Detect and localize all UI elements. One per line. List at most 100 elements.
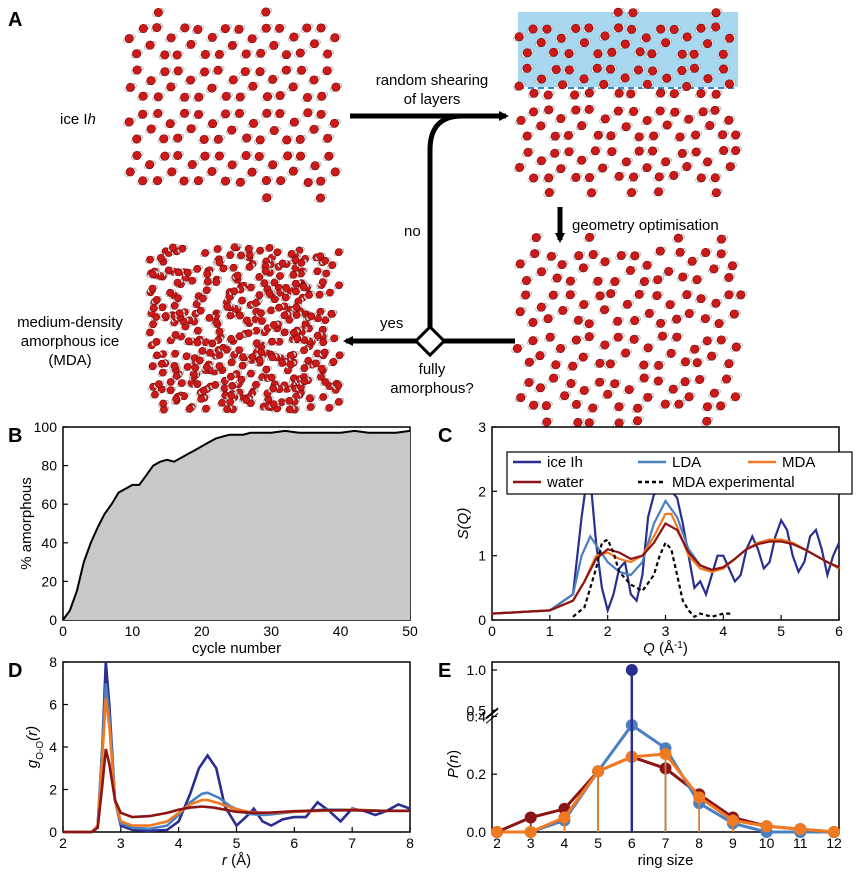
oxygen-atom: [302, 92, 312, 102]
oxygen-atom: [241, 151, 251, 161]
oxygen-atom: [535, 351, 545, 361]
oxygen-atom: [278, 259, 287, 268]
oxygen-atom: [315, 290, 324, 299]
oxygen-atom: [288, 82, 298, 92]
oxygen-atom: [255, 67, 265, 77]
oxygen-atom: [257, 348, 266, 357]
x-tick-label: 4: [175, 835, 183, 851]
oxygen-atom: [552, 273, 562, 283]
oxygen-atom: [327, 310, 336, 318]
oxygen-atom: [654, 187, 664, 197]
oxygen-atom: [208, 119, 218, 129]
oxygen-atom: [213, 245, 222, 253]
oxygen-atom: [620, 73, 630, 83]
oxygen-atom: [674, 399, 684, 409]
oxygen-atom: [248, 353, 257, 362]
oxygen-atom: [198, 346, 207, 355]
oxygen-atom: [703, 39, 713, 49]
oxygen-atom: [255, 356, 264, 365]
oxygen-atom: [648, 66, 658, 76]
oxygen-atom: [268, 353, 277, 362]
oxygen-atom: [215, 258, 224, 267]
x-tick-label: 6: [835, 623, 843, 639]
x-tick-label: 2: [59, 835, 67, 851]
x-axis-label-close: ): [683, 640, 688, 657]
oxygen-atom: [528, 336, 538, 346]
oxygen-atom: [174, 294, 182, 303]
oxygen-atom: [606, 64, 616, 74]
oxygen-atom: [571, 335, 581, 345]
oxygen-atom: [286, 360, 295, 369]
oxygen-atom: [621, 348, 631, 358]
oxygen-atom: [320, 348, 329, 357]
oxygen-atom: [261, 176, 271, 186]
oxygen-atom: [324, 151, 334, 161]
x-tick-label: 9: [729, 835, 737, 851]
oxygen-atom: [185, 404, 194, 413]
oxygen-atom: [228, 381, 237, 390]
oxygen-atom: [564, 49, 574, 59]
oxygen-atom: [621, 122, 631, 132]
oxygen-atom: [152, 23, 162, 33]
x-tick-label: 2: [493, 835, 501, 851]
oxygen-atom: [695, 374, 705, 384]
oxygen-atom: [275, 91, 285, 101]
oxygen-atom: [724, 115, 734, 125]
oxygen-atom: [536, 302, 546, 312]
oxygen-atom: [556, 343, 566, 353]
oxygen-atom: [522, 48, 532, 58]
oxygen-atom: [677, 49, 687, 59]
oxygen-atom: [227, 358, 236, 367]
oxygen-atom: [149, 304, 158, 313]
yes-label: yes: [380, 315, 403, 332]
question-line2: amorphous?: [390, 380, 473, 397]
oxygen-atom: [729, 309, 739, 319]
oxygen-atom: [731, 130, 741, 140]
oxygen-atom: [157, 253, 165, 262]
oxygen-atom: [237, 251, 245, 260]
oxygen-atom: [543, 90, 553, 100]
x-axis-symbol: r: [222, 852, 228, 869]
oxygen-atom: [315, 193, 325, 203]
oxygen-atom: [262, 193, 272, 203]
oxygen-atom: [297, 258, 306, 267]
oxygen-atom: [193, 338, 202, 347]
oxygen-atom: [568, 361, 578, 371]
oxygen-atom: [703, 157, 713, 167]
oxygen-atom: [536, 156, 546, 166]
oxygen-atom: [241, 49, 251, 59]
oxygen-atom: [635, 47, 645, 57]
oxygen-atom: [556, 164, 566, 174]
oxygen-atom: [200, 49, 210, 59]
data-point: [524, 826, 537, 838]
oxygen-atom: [297, 65, 307, 75]
oxygen-atom: [522, 131, 532, 141]
oxygen-atom: [145, 160, 155, 170]
y-axis-label: % amorphous: [18, 477, 35, 570]
oxygen-atom: [295, 48, 305, 58]
oxygen-atom: [616, 251, 626, 261]
data-point: [524, 811, 537, 824]
oxygen-atom: [196, 306, 205, 315]
oxygen-atom: [186, 39, 196, 49]
oxygen-atom: [247, 34, 257, 44]
oxygen-atom: [265, 243, 274, 252]
oxygen-atom: [316, 176, 326, 186]
y-tick-label: 2: [49, 782, 57, 798]
oxygen-atom: [221, 91, 231, 101]
y-tick-label: 3: [478, 419, 486, 435]
oxygen-atom: [257, 309, 265, 318]
oxygen-atom: [207, 83, 217, 93]
x-axis-label-unit: (Å: [655, 640, 674, 657]
oxygen-atom: [607, 47, 617, 57]
oxygen-atom: [514, 81, 524, 91]
oxygen-atom: [268, 160, 278, 170]
oxygen-atom: [548, 290, 558, 300]
oxygen-atom: [322, 269, 331, 278]
data-point: [828, 826, 840, 838]
oxygen-atom: [724, 359, 734, 369]
oxygen-atom: [655, 246, 665, 256]
oxygen-atom: [303, 108, 313, 118]
optimised-ice-structure: [511, 232, 748, 428]
x-tick-label: 20: [194, 623, 210, 639]
